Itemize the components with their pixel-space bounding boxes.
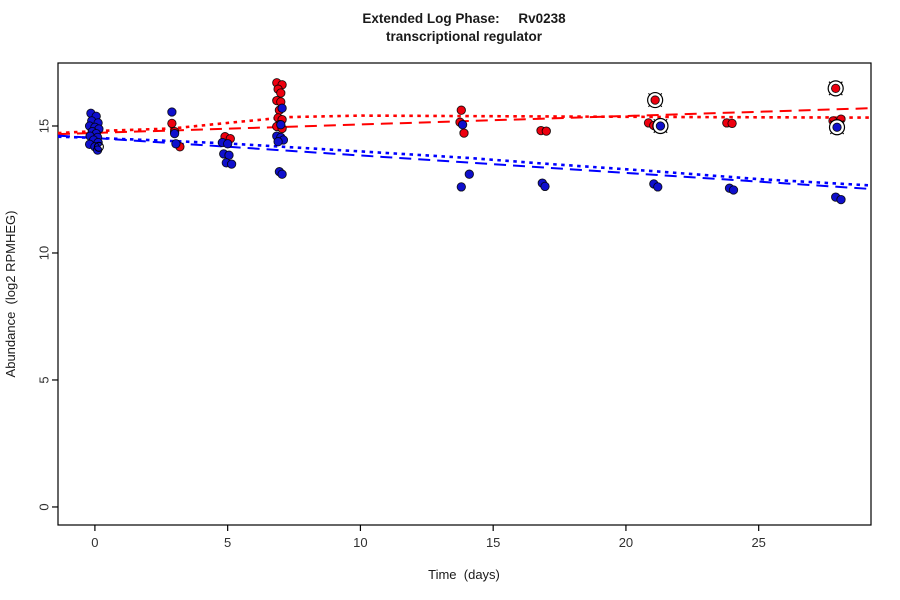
data-point-blue-condition — [456, 182, 466, 192]
data-point-blue-condition — [273, 137, 283, 147]
y-axis-label: Abundance (log2 RPMHEG) — [3, 211, 18, 378]
data-point-blue-condition — [223, 139, 233, 149]
data-point-red-condition — [459, 128, 469, 138]
data-point-blue-condition — [167, 107, 177, 117]
data-point-blue-condition — [836, 194, 846, 205]
data-point-blue-condition — [171, 139, 181, 149]
x-tick-label: 15 — [486, 535, 500, 550]
data-point-red-condition — [167, 118, 177, 129]
red-smooth-fit-line — [57, 114, 871, 135]
data-point-blue-condition — [728, 185, 739, 195]
data-point-blue-condition — [224, 150, 234, 160]
x-axis-label: Time (days) — [428, 567, 500, 582]
y-tick-label: 15 — [37, 119, 52, 133]
y-tick-label: 5 — [37, 376, 52, 383]
data-point-blue-condition — [277, 103, 287, 113]
open-circle-point — [93, 141, 104, 152]
blue-linear-fit-line — [57, 134, 872, 190]
flagged-outlier-markers — [647, 80, 846, 136]
data-point-blue-condition — [653, 182, 663, 192]
x-tick-label: 5 — [224, 535, 231, 550]
data-point-blue-condition — [277, 169, 287, 179]
plot-box — [57, 62, 872, 526]
data-point-blue-condition — [540, 181, 550, 192]
data-point-blue-condition — [169, 128, 180, 139]
data-point-blue-condition — [464, 169, 474, 179]
plot-title-line2: transcriptional regulator — [386, 29, 543, 44]
axis-ticks: 0 5 10 15 20 25 0 5 10 15 — [37, 119, 766, 550]
data-point-red-condition — [727, 118, 737, 129]
plot-title-line1: Extended Log Phase: Rv0238 — [362, 11, 566, 26]
data-point-red-condition — [650, 95, 660, 105]
data-point-blue-condition — [457, 120, 468, 130]
x-tick-label: 20 — [619, 535, 633, 550]
blue-smooth-fit-line — [57, 135, 871, 187]
y-tick-label: 0 — [37, 503, 52, 510]
x-tick-label: 25 — [751, 535, 765, 550]
data-point-red-condition — [541, 126, 551, 136]
data-point-blue-condition — [832, 122, 842, 132]
data-point-red-condition — [276, 88, 286, 98]
data-points — [84, 78, 846, 205]
y-tick-label: 10 — [37, 246, 52, 260]
data-point-blue-condition — [655, 121, 666, 131]
data-point-blue-condition — [226, 159, 237, 169]
data-point-blue-condition — [276, 120, 286, 130]
data-point-red-condition — [456, 105, 466, 115]
x-tick-label: 0 — [91, 535, 98, 550]
x-tick-label: 10 — [353, 535, 367, 550]
data-point-red-condition — [831, 83, 841, 94]
